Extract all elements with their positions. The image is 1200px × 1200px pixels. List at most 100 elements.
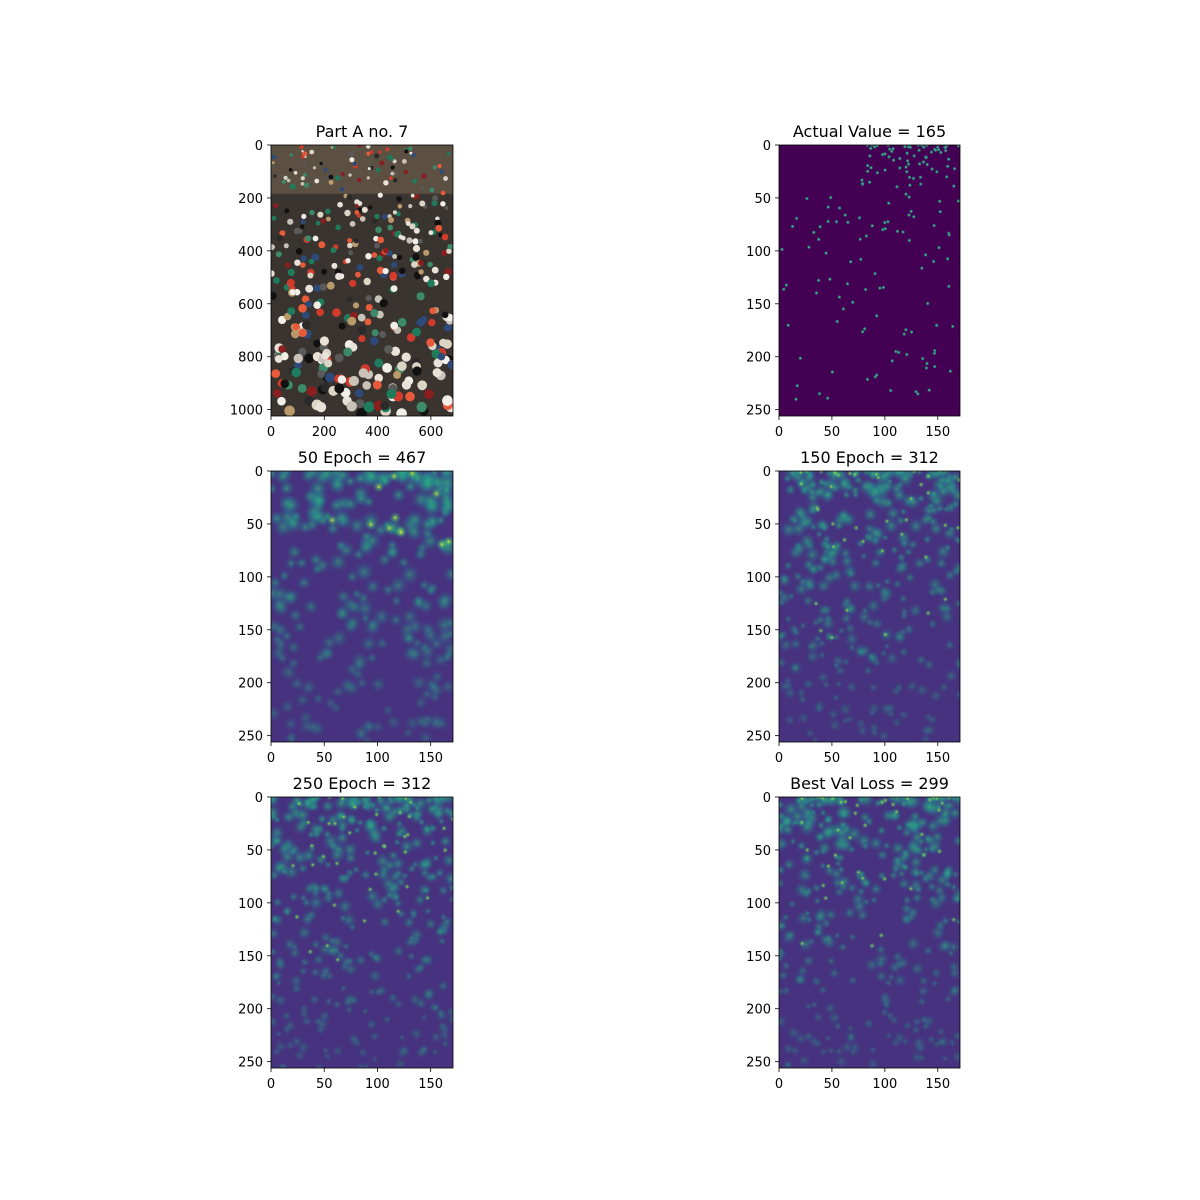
density-blob xyxy=(287,607,304,624)
photo-figure xyxy=(401,352,411,362)
photo-figure xyxy=(278,345,286,353)
plot-image xyxy=(271,471,453,742)
photo-figure xyxy=(357,145,362,148)
photo-figure xyxy=(371,217,378,224)
density-peak xyxy=(820,882,827,889)
density-blob xyxy=(846,577,864,595)
annotation-point xyxy=(907,175,912,180)
photo-figure xyxy=(398,267,406,275)
photo-figure xyxy=(318,241,326,249)
photo-figure xyxy=(396,196,402,202)
photo-figure xyxy=(415,194,420,199)
photo-figure xyxy=(366,145,371,149)
photo-figure xyxy=(410,193,415,198)
photo-figure xyxy=(363,277,371,286)
density-blob xyxy=(951,560,960,577)
density-peak xyxy=(954,524,960,532)
density-blob xyxy=(300,797,315,809)
annotation-point xyxy=(869,223,875,229)
density-peak xyxy=(331,820,339,827)
photo-figure xyxy=(279,230,286,237)
density-blob xyxy=(798,621,808,630)
axes-frame xyxy=(778,470,961,743)
density-blob xyxy=(798,532,816,550)
photo-figure xyxy=(305,284,314,293)
density-blob xyxy=(282,716,299,732)
density-blob xyxy=(927,515,939,528)
density-peak xyxy=(873,471,880,478)
density-blob xyxy=(917,974,930,987)
density-peak xyxy=(939,800,946,807)
annotation-point xyxy=(931,223,937,228)
x-tick-label: 0 xyxy=(775,425,783,440)
density-blob xyxy=(338,913,348,923)
density-blob xyxy=(928,688,943,703)
density-blob xyxy=(271,914,279,923)
photo-figure xyxy=(295,248,303,255)
photo-figure xyxy=(382,268,389,275)
annotation-point xyxy=(816,278,821,283)
annotation-point xyxy=(858,257,864,262)
x-tick-label: 100 xyxy=(365,751,390,766)
density-blob xyxy=(792,570,804,582)
density-blob xyxy=(398,1043,412,1057)
density-blob xyxy=(330,684,346,700)
density-blob xyxy=(835,507,852,523)
annotation-point xyxy=(926,387,932,393)
photo-figure xyxy=(377,192,383,198)
density-blob xyxy=(329,628,349,648)
density-blob xyxy=(799,886,814,901)
subplot-6: Best Val Loss = 299 0 50 100 150 0 50 100 150 200… xyxy=(746,774,961,1092)
annotation-point xyxy=(823,250,829,256)
density-blob xyxy=(947,805,960,821)
density-background xyxy=(779,145,960,416)
annotation-point xyxy=(924,361,930,366)
x-tick-label: 50 xyxy=(824,425,841,440)
photo-figure xyxy=(382,363,392,373)
annotation-point xyxy=(880,227,885,232)
density-blob xyxy=(869,727,880,738)
photo-figure xyxy=(392,178,398,183)
density-blob xyxy=(800,574,818,592)
density-blob xyxy=(287,945,302,960)
density-blob xyxy=(855,717,867,730)
photo-figure xyxy=(431,266,439,274)
photo-figure xyxy=(298,347,307,356)
annotation-point xyxy=(848,259,853,265)
density-blob xyxy=(796,964,809,977)
photo-figure xyxy=(286,178,291,183)
annotation-point xyxy=(916,148,922,153)
photo-figure xyxy=(447,244,453,250)
density-blob xyxy=(320,645,337,662)
density-blob xyxy=(814,613,827,627)
density-blob xyxy=(915,683,930,698)
density-blob xyxy=(340,955,354,969)
subplot-title: 50 Epoch = 467 xyxy=(298,448,427,467)
density-blob xyxy=(841,657,851,667)
photo-figure xyxy=(416,318,425,327)
density-blob xyxy=(866,481,885,501)
density-peak xyxy=(430,487,443,500)
density-blob xyxy=(408,907,419,918)
density-peak xyxy=(424,894,431,902)
density-blob xyxy=(427,871,440,883)
photo-figure xyxy=(273,174,277,178)
density-blob xyxy=(332,999,342,1010)
photo-figure xyxy=(386,389,397,399)
photo-figure xyxy=(396,408,407,416)
annotation-point xyxy=(874,145,880,148)
photo-figure xyxy=(428,318,436,327)
annotation-point xyxy=(865,163,870,168)
density-blob xyxy=(952,535,960,544)
density-peak xyxy=(388,471,401,483)
density-peak xyxy=(942,596,949,603)
density-blob xyxy=(875,943,887,956)
annotation-point xyxy=(911,153,917,159)
annotation-point xyxy=(909,329,914,335)
photo-figure xyxy=(273,277,280,284)
density-peak xyxy=(797,471,804,476)
annotation-point xyxy=(917,161,922,167)
annotation-point xyxy=(906,194,912,200)
y-tick-label: 200 xyxy=(746,677,771,692)
density-blob xyxy=(831,693,841,703)
